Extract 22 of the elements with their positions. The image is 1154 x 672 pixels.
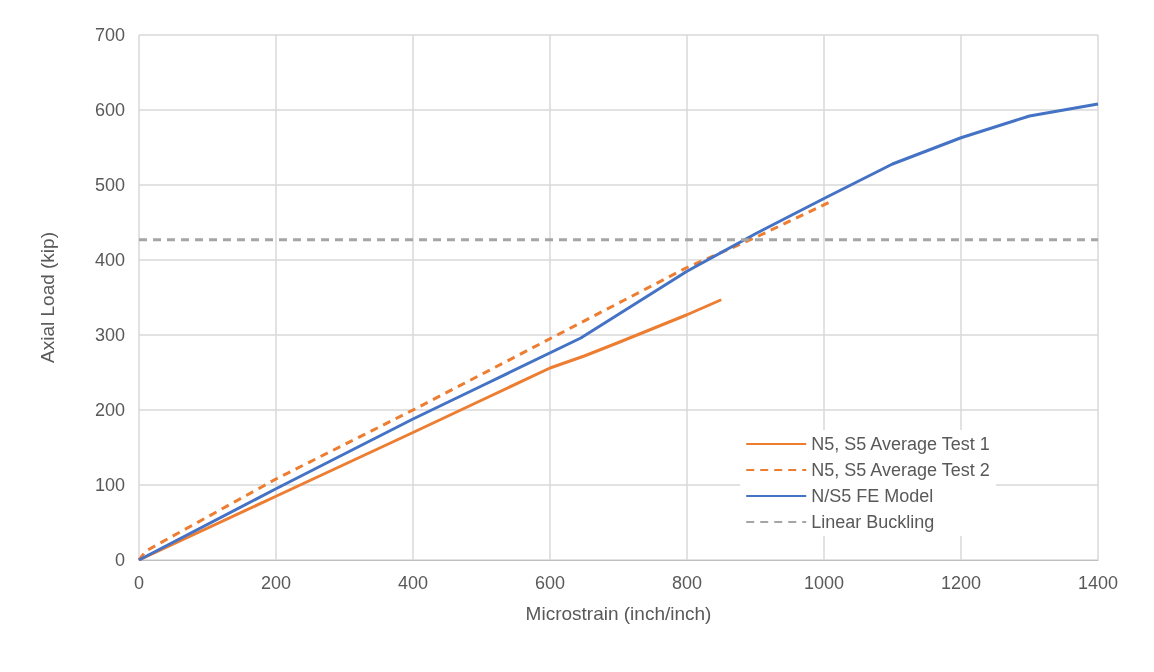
y-tick-label: 500 bbox=[94, 175, 125, 195]
legend-label: N5, S5 Average Test 1 bbox=[811, 434, 990, 454]
legend-label: N5, S5 Average Test 2 bbox=[811, 460, 990, 480]
x-tick-label: 0 bbox=[133, 573, 145, 593]
y-tick-label: 600 bbox=[94, 100, 125, 120]
legend-label: Linear Buckling bbox=[811, 512, 935, 532]
x-tick-label: 1200 bbox=[940, 573, 982, 593]
x-tick-label: 400 bbox=[397, 573, 429, 593]
y-tick-label: 200 bbox=[94, 400, 125, 420]
y-tick-label: 300 bbox=[94, 325, 125, 345]
x-tick-label: 800 bbox=[671, 573, 703, 593]
x-tick-label: 600 bbox=[534, 573, 566, 593]
y-tick-label: 700 bbox=[94, 25, 125, 45]
x-tick-label: 1400 bbox=[1077, 573, 1119, 593]
legend-label: N/S5 FE Model bbox=[811, 486, 934, 506]
y-tick-label: 400 bbox=[94, 250, 125, 270]
x-axis-title: Microstrain (inch/inch) bbox=[525, 603, 712, 624]
x-tick-label: 200 bbox=[260, 573, 292, 593]
x-tick-label: 1000 bbox=[803, 573, 845, 593]
y-axis-title: Axial Load (kip) bbox=[37, 232, 58, 363]
y-tick-label: 100 bbox=[94, 475, 125, 495]
y-tick-label: 0 bbox=[114, 550, 125, 570]
